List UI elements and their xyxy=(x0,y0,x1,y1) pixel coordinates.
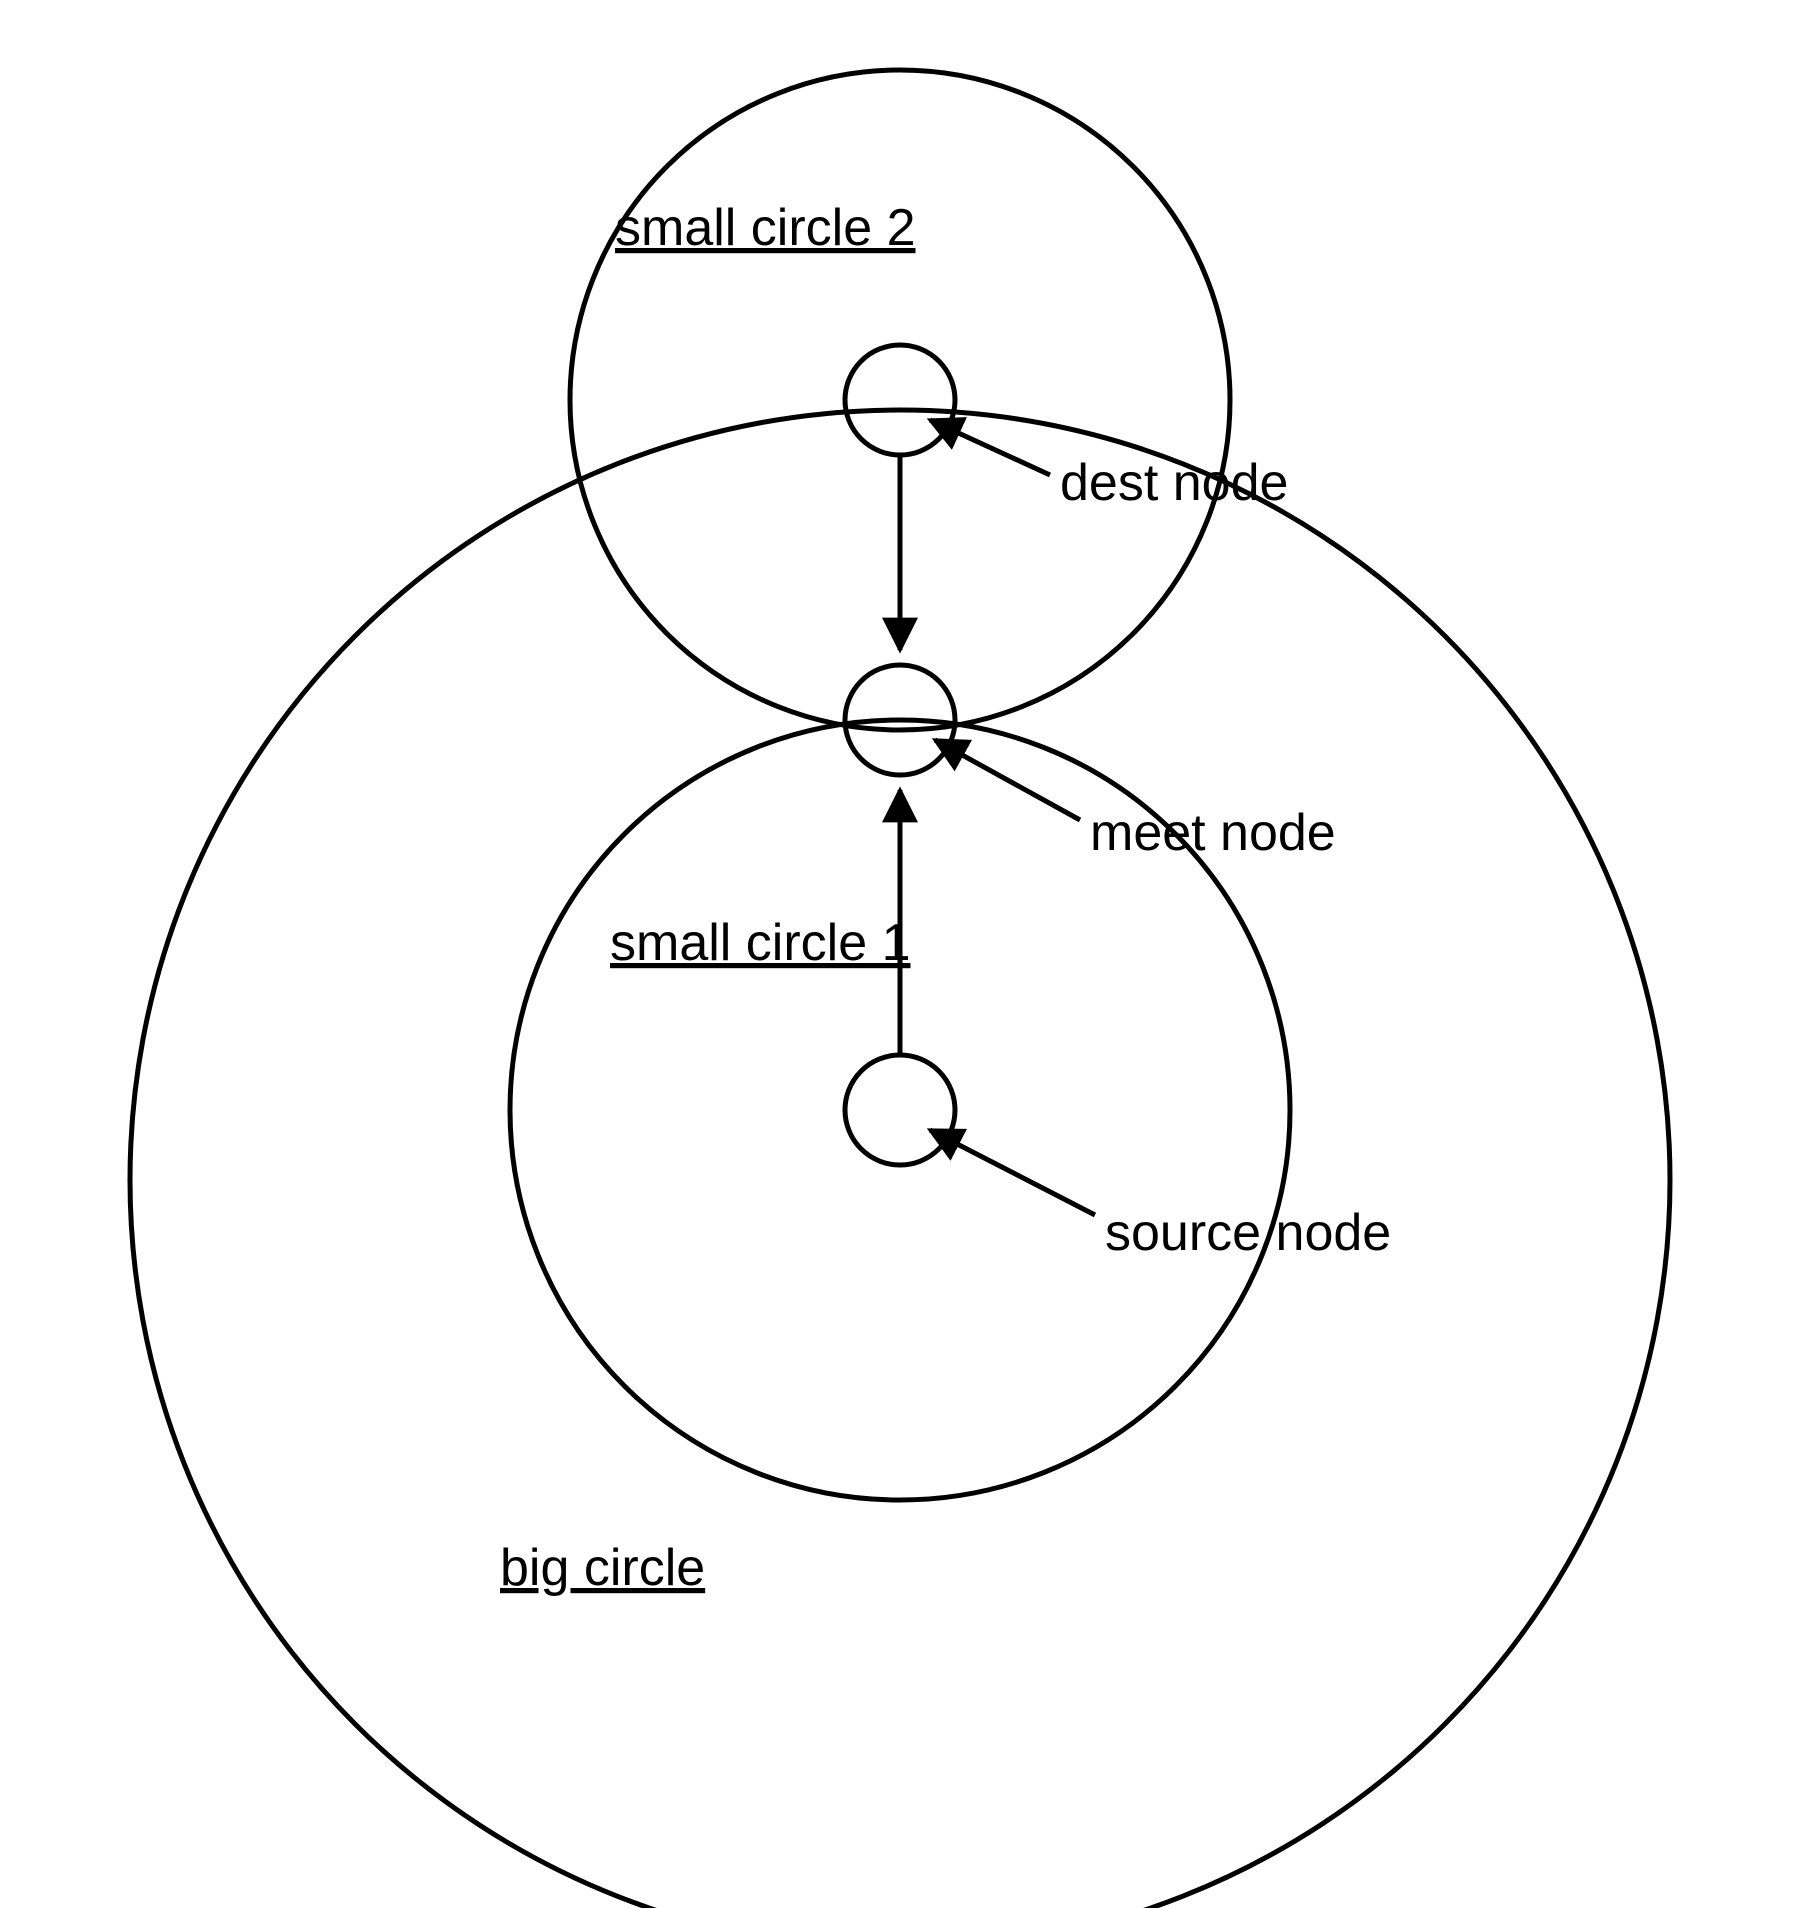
label-small-circle-2: small circle 2 xyxy=(615,199,916,257)
label-dest-node: dest node xyxy=(1060,454,1288,512)
label-small-circle-1: small circle 1 xyxy=(610,914,911,972)
dest-node xyxy=(845,345,955,455)
label-big-circle: big circle xyxy=(500,1539,705,1597)
label-source-node: source node xyxy=(1105,1204,1391,1262)
label-meet-node: meet node xyxy=(1090,804,1336,862)
source-node xyxy=(845,1055,955,1165)
pointer-source-node xyxy=(930,1130,1095,1215)
pointer-dest-node xyxy=(930,420,1050,475)
